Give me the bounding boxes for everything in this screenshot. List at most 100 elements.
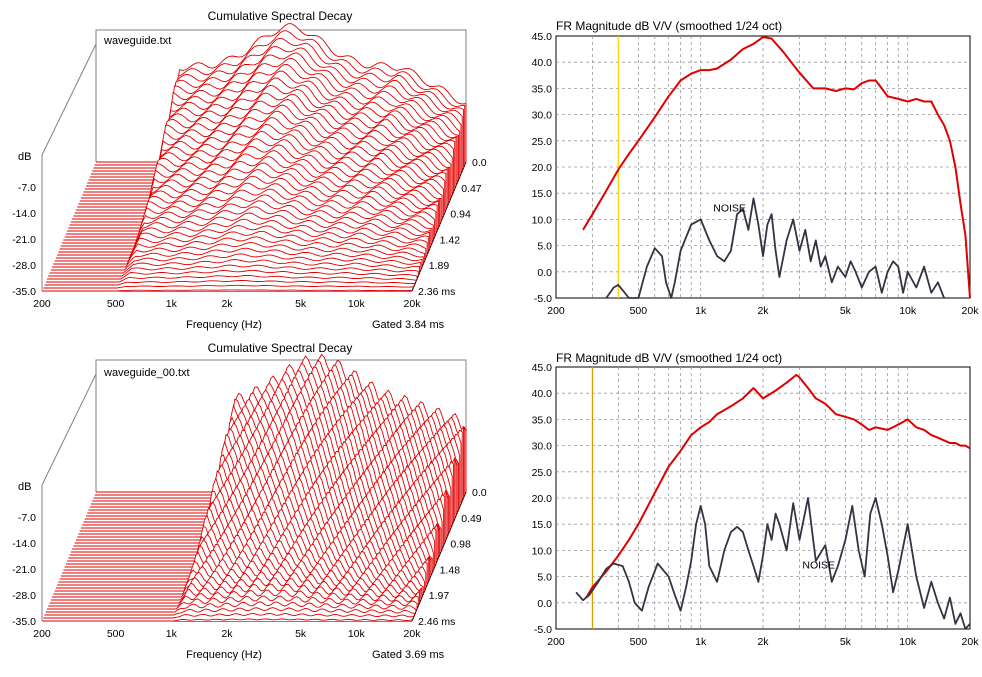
- csd-x-tick-label: 1k: [166, 298, 178, 310]
- csd-left-wall: [41, 43, 97, 162]
- csd-time-tick-label: 0.47: [461, 183, 482, 195]
- csd-y-tick-label: -28.0: [12, 260, 36, 272]
- csd-time-tick-label: 2.36 ms: [418, 286, 455, 298]
- fr-x-tick-label: 2k: [757, 305, 769, 317]
- fr-x-tick-label: 500: [630, 305, 648, 317]
- fr-noise-annotation: NOISE: [713, 203, 746, 215]
- fr-x-tick-label: 2k: [757, 636, 769, 648]
- fr-y-tick-label: 20.0: [532, 162, 553, 174]
- csd-time-tick-label: 1.42: [440, 234, 461, 246]
- csd-decay-slice: [42, 618, 413, 622]
- fr-y-tick-label: 40.0: [532, 388, 553, 400]
- csd-panel-top: Cumulative Spectral Decay waveguide.txt …: [0, 0, 490, 336]
- csd-x-tick-label: 1k: [166, 628, 178, 640]
- fr-y-tick-label: 35.0: [532, 83, 553, 95]
- csd-decay-slice: [43, 612, 414, 619]
- fr-response-line: [585, 373, 971, 599]
- csd-time-tick-label: 0.0: [472, 157, 487, 169]
- csd-y-tick-label: -21.0: [12, 234, 36, 246]
- csd-x-tick-label: 10k: [348, 298, 366, 310]
- csd-y-tick-label: -7.0: [18, 182, 36, 194]
- fr-y-tick-label: 30.0: [532, 110, 553, 122]
- fr-x-tick-label: 200: [547, 305, 565, 317]
- fr-x-tick-label: 1k: [695, 305, 707, 317]
- csd-y-tick-label: -35.0: [12, 286, 36, 298]
- fr-x-tick-label: 10k: [899, 305, 917, 317]
- csd-x-tick-label: 500: [107, 298, 125, 310]
- fr-y-tick-label: -5.0: [534, 293, 552, 305]
- fr-x-tick-label: 20k: [962, 305, 980, 317]
- csd-back-wall: [95, 359, 467, 492]
- csd-decay-slice: [44, 607, 415, 616]
- csd-x-tick-label: 20k: [404, 628, 422, 640]
- csd-ylabel: dB: [18, 151, 31, 163]
- csd-plot-bottom: Cumulative Spectral Decay waveguide_00.t…: [12, 341, 487, 661]
- fr-y-tick-label: 10.0: [532, 214, 553, 226]
- fr-plot-top: FR Magnitude dB V/V (smoothed 1/24 oct) …: [532, 19, 980, 317]
- csd-x-tick-label: 2k: [221, 298, 233, 310]
- fr-y-tick-label: 20.0: [532, 493, 553, 505]
- csd-time-tick-label: 0.94: [450, 209, 471, 221]
- csd-time-tick-label: 0.98: [450, 539, 471, 551]
- fr-y-tick-label: 40.0: [532, 57, 553, 69]
- fr-plot-bottom: FR Magnitude dB V/V (smoothed 1/24 oct) …: [532, 351, 980, 648]
- csd-xlabel: Frequency (Hz): [186, 319, 262, 331]
- fr-noise-annotation: NOISE: [802, 560, 835, 572]
- csd-xlabel: Frequency (Hz): [186, 649, 262, 661]
- csd-time-tick-label: 0.0: [472, 487, 487, 499]
- csd-y-tick-label: -21.0: [12, 564, 36, 576]
- csd-time-tick-label: 0.49: [461, 513, 482, 525]
- csd-decay-slice: [44, 280, 415, 286]
- fr-y-tick-label: 30.0: [532, 441, 553, 453]
- fr-x-tick-label: 5k: [840, 636, 852, 648]
- csd-x-tick-label: 500: [107, 628, 125, 640]
- fr-y-tick-label: 0.0: [537, 598, 552, 610]
- csd-file-label: waveguide.txt: [103, 35, 171, 47]
- fr-y-tick-label: 45.0: [532, 31, 553, 43]
- csd-panel-bottom: Cumulative Spectral Decay waveguide_00.t…: [0, 336, 490, 672]
- fr-x-tick-label: 10k: [899, 636, 917, 648]
- csd-x-tick-label: 5k: [295, 628, 307, 640]
- fr-y-tick-label: 35.0: [532, 414, 553, 426]
- csd-x-tick-label: 2k: [221, 628, 233, 640]
- csd-gated-label: Gated 3.84 ms: [372, 319, 445, 331]
- fr-x-tick-label: 200: [547, 636, 565, 648]
- csd-y-tick-label: -14.0: [12, 208, 36, 220]
- fr-y-tick-label: 0.0: [537, 267, 552, 279]
- fr-y-tick-label: 5.0: [537, 241, 552, 253]
- fr-y-tick-label: 15.0: [532, 188, 553, 200]
- csd-x-tick-label: 10k: [348, 628, 366, 640]
- fr-title: FR Magnitude dB V/V (smoothed 1/24 oct): [556, 19, 782, 33]
- csd-gated-label: Gated 3.69 ms: [372, 649, 445, 661]
- csd-y-tick-label: -7.0: [18, 512, 36, 524]
- csd-y-tick-label: -35.0: [12, 616, 36, 628]
- fr-panel-top: FR Magnitude dB V/V (smoothed 1/24 oct) …: [490, 0, 982, 336]
- fr-y-tick-label: 10.0: [532, 545, 553, 557]
- csd-title: Cumulative Spectral Decay: [208, 341, 353, 355]
- csd-time-tick-label: 2.46 ms: [418, 616, 455, 628]
- csd-decay-slice: [45, 274, 417, 283]
- fr-panel-bottom: FR Magnitude dB V/V (smoothed 1/24 oct) …: [490, 336, 982, 672]
- fr-title: FR Magnitude dB V/V (smoothed 1/24 oct): [556, 351, 782, 365]
- csd-decay-slice: [42, 289, 413, 292]
- csd-file-label: waveguide_00.txt: [103, 367, 190, 379]
- fr-y-tick-label: 15.0: [532, 519, 553, 531]
- fr-y-tick-label: 25.0: [532, 136, 553, 148]
- fr-x-tick-label: 1k: [695, 636, 707, 648]
- csd-x-tick-label: 200: [33, 628, 51, 640]
- csd-y-tick-label: -28.0: [12, 590, 36, 602]
- fr-x-tick-label: 5k: [840, 305, 852, 317]
- fr-response-line: [582, 36, 971, 299]
- fr-noise-line: [605, 197, 945, 299]
- fr-x-tick-label: 500: [630, 636, 648, 648]
- csd-plot-top: Cumulative Spectral Decay waveguide.txt …: [12, 9, 487, 331]
- csd-decay-slice: [47, 269, 418, 280]
- fr-x-tick-label: 20k: [962, 636, 980, 648]
- fr-y-tick-label: 5.0: [537, 572, 552, 584]
- csd-left-wall: [41, 373, 97, 492]
- csd-time-tick-label: 1.97: [429, 590, 450, 602]
- csd-time-tick-label: 1.48: [440, 564, 461, 576]
- csd-y-tick-label: -14.0: [12, 538, 36, 550]
- csd-title: Cumulative Spectral Decay: [208, 9, 353, 23]
- csd-decay-slice: [43, 284, 414, 289]
